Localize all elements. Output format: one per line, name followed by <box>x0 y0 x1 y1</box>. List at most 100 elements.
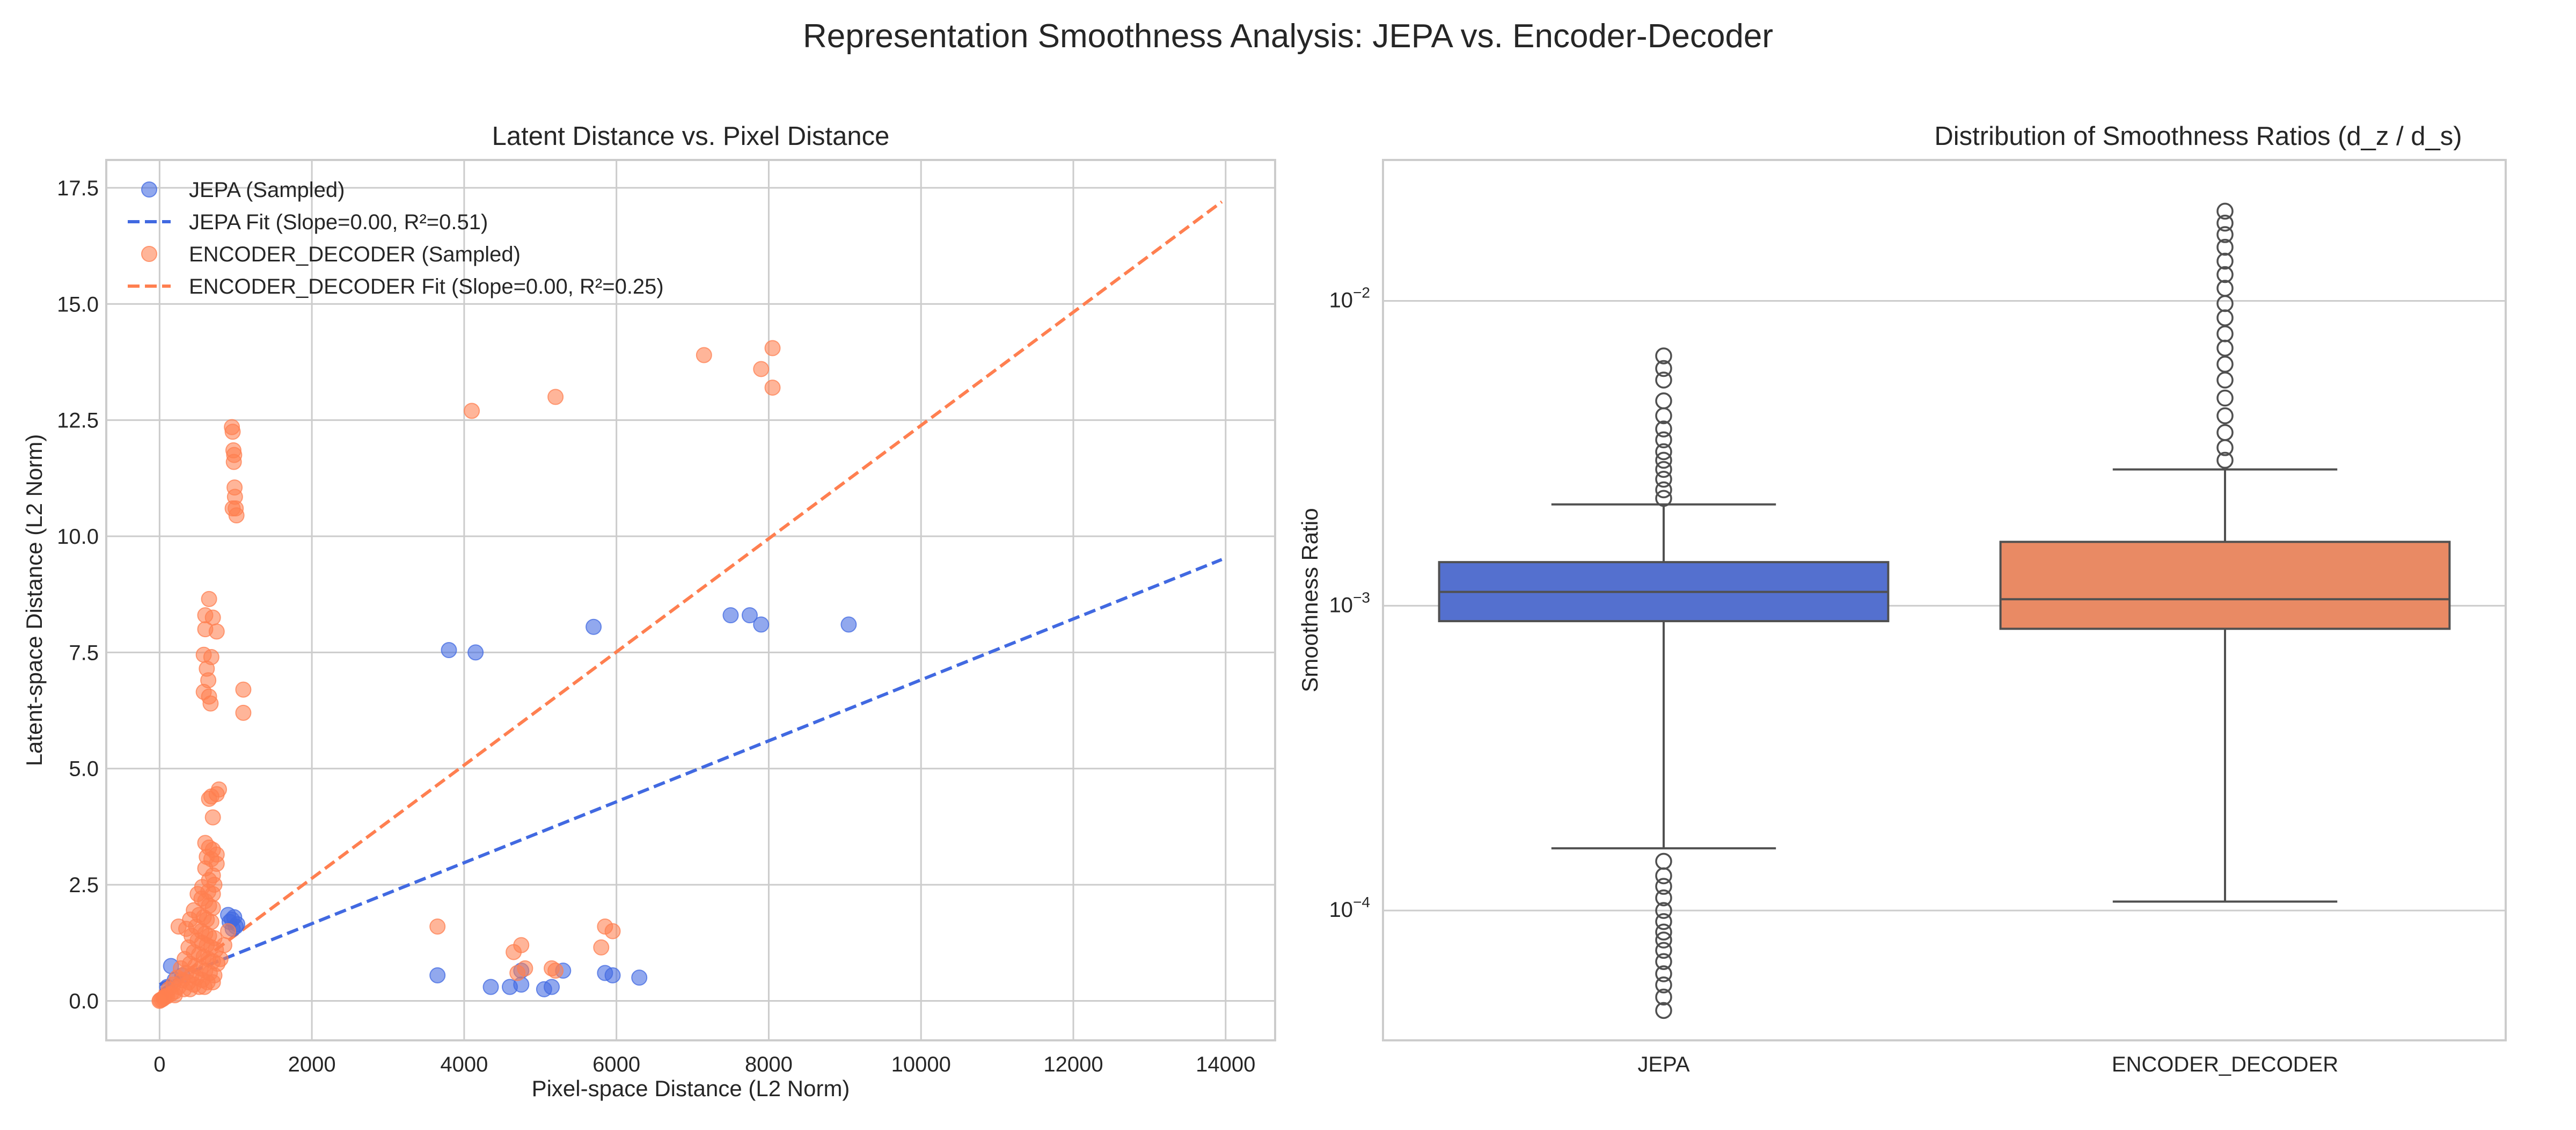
jepa-outlier <box>1655 852 1672 870</box>
encoder-decoder-outlier <box>2216 339 2234 357</box>
scatter-y-ticks: 0.0 2.5 5.0 7.5 10.0 12.5 15.0 17.5 <box>57 177 99 1014</box>
scatter-y-tick-label: 12.5 <box>57 409 99 433</box>
encoder-decoder-outlier <box>2216 266 2234 283</box>
box-panel: Distribution of Smoothness Ratios (d_z /… <box>1297 122 2507 1076</box>
jepa-outlier <box>1655 913 1672 930</box>
encoder-decoder-outlier <box>2216 238 2234 256</box>
encoder-decoder-point <box>509 965 526 981</box>
encoder-decoder-point <box>547 963 564 979</box>
jepa-outlier <box>1655 931 1672 949</box>
box-x-tick-label: ENCODER_DECODER <box>2112 1053 2338 1076</box>
jepa-outlier <box>1655 490 1672 507</box>
encoder-decoder-outlier <box>2216 407 2234 425</box>
encoder-decoder-point <box>182 981 199 997</box>
encoder-decoder-point <box>208 623 225 640</box>
scatter-y-tick-label: 5.0 <box>69 757 99 781</box>
jepa-outlier <box>1655 461 1672 478</box>
box-y-axis-label: Smoothness Ratio <box>1297 508 1322 692</box>
scatter-points <box>151 340 857 1009</box>
jepa-outlier <box>1655 942 1672 959</box>
jepa-point <box>467 644 484 661</box>
jepa-point <box>441 642 457 659</box>
scatter-y-tick-label: 17.5 <box>57 177 99 200</box>
jepa-point <box>429 967 446 983</box>
encoder-decoder-point <box>604 923 621 939</box>
jepa-outlier <box>1655 420 1672 438</box>
scatter-x-tick-label: 14000 <box>1196 1053 1255 1076</box>
jepa-point <box>604 967 621 983</box>
encoder-decoder-box <box>1999 541 2451 630</box>
scatter-y-axis-label: Latent-space Distance (L2 Norm) <box>21 434 47 767</box>
legend-entry: ENCODER_DECODER (Sampled) <box>189 243 521 266</box>
jepa-outlier <box>1655 976 1672 994</box>
box-y-tick-label: 10−3 <box>1329 589 1370 617</box>
encoder-decoder-point <box>201 790 217 807</box>
jepa-point <box>753 616 770 633</box>
jepa-outlier <box>1655 443 1672 461</box>
scatter-x-tick-label: 4000 <box>440 1053 488 1076</box>
jepa-point <box>544 979 560 995</box>
jepa-outlier <box>1655 431 1672 449</box>
jepa-outlier <box>1655 953 1672 970</box>
scatter-x-tick-label: 0 <box>153 1053 165 1076</box>
legend-entry: JEPA (Sampled) <box>189 178 345 202</box>
box-title: Distribution of Smoothness Ratios (d_z /… <box>1934 122 2462 151</box>
encoder-decoder-point <box>166 987 183 1004</box>
jepa-outlier <box>1655 1002 1672 1019</box>
encoder-decoder-point <box>235 704 252 721</box>
legend-jepa-marker <box>141 181 157 198</box>
box-x-tick-label: JEPA <box>1637 1053 1689 1076</box>
encoder-decoder-point <box>220 923 237 939</box>
scatter-x-tick-label: 12000 <box>1043 1053 1103 1076</box>
scatter-gridlines <box>106 160 1275 1040</box>
jepa-outlier <box>1655 902 1672 919</box>
scatter-legend: JEPA (Sampled) JEPA Fit (Slope=0.00, R²=0… <box>128 178 664 298</box>
box-x-ticks: JEPA ENCODER_DECODER <box>1637 1053 2338 1076</box>
scatter-frame <box>105 159 1276 1041</box>
jepa-point <box>722 607 739 624</box>
encoder-decoder-outlier <box>2216 226 2234 243</box>
jepa-outlier <box>1655 481 1672 499</box>
encoder-decoder-outlier <box>2216 252 2234 270</box>
encoder-decoder-point <box>228 507 245 524</box>
encoder-decoder-outlier <box>2216 202 2234 220</box>
scatter-x-tick-label: 6000 <box>592 1053 640 1076</box>
box-plots <box>1438 202 2451 1019</box>
jepa-outlier <box>1655 470 1672 488</box>
scatter-y-tick-label: 15.0 <box>57 293 99 316</box>
encoder-decoder-outlier <box>2216 424 2234 441</box>
encoder-decoder-outlier <box>2216 451 2234 469</box>
scatter-x-axis-label: Pixel-space Distance (L2 Norm) <box>532 1076 850 1101</box>
encoder-decoder-point <box>547 389 564 405</box>
scatter-y-tick-label: 0.0 <box>69 989 99 1013</box>
encoder-decoder-point <box>235 681 252 698</box>
scatter-x-tick-label: 8000 <box>745 1053 793 1076</box>
scatter-y-tick-label: 2.5 <box>69 873 99 897</box>
encoder-decoder-point <box>429 918 446 935</box>
jepa-point <box>586 618 602 635</box>
box-y-tick-label: 10−4 <box>1329 894 1370 922</box>
jepa-outlier <box>1655 878 1672 895</box>
box-y-tick-label: 10−2 <box>1329 285 1370 312</box>
jepa-outlier <box>1655 360 1672 377</box>
encoder-decoder-point <box>225 454 242 470</box>
encoder-decoder-outlier <box>2216 389 2234 407</box>
scatter-y-tick-label: 10.0 <box>57 525 99 549</box>
jepa-outlier <box>1655 347 1672 364</box>
scatter-title: Latent Distance vs. Pixel Distance <box>492 122 890 151</box>
box-y-ticks: 10−4 10−3 10−2 <box>1329 285 1370 922</box>
jepa-point <box>840 616 857 633</box>
scatter-x-tick-label: 2000 <box>288 1053 336 1076</box>
encoder-decoder-outlier <box>2216 355 2234 373</box>
encoder-decoder-point <box>513 937 530 953</box>
scatter-x-ticks: 0 2000 4000 6000 8000 10000 12000 14000 <box>153 1053 1255 1076</box>
encoder-decoder-outlier <box>2216 214 2234 232</box>
jepa-outlier <box>1655 988 1672 1006</box>
encoder-decoder-point <box>196 979 213 995</box>
jepa-outlier <box>1655 889 1672 907</box>
encoder-decoder-point <box>696 347 712 363</box>
encoder-decoder-point <box>224 424 241 440</box>
jepa-outlier <box>1655 392 1672 410</box>
